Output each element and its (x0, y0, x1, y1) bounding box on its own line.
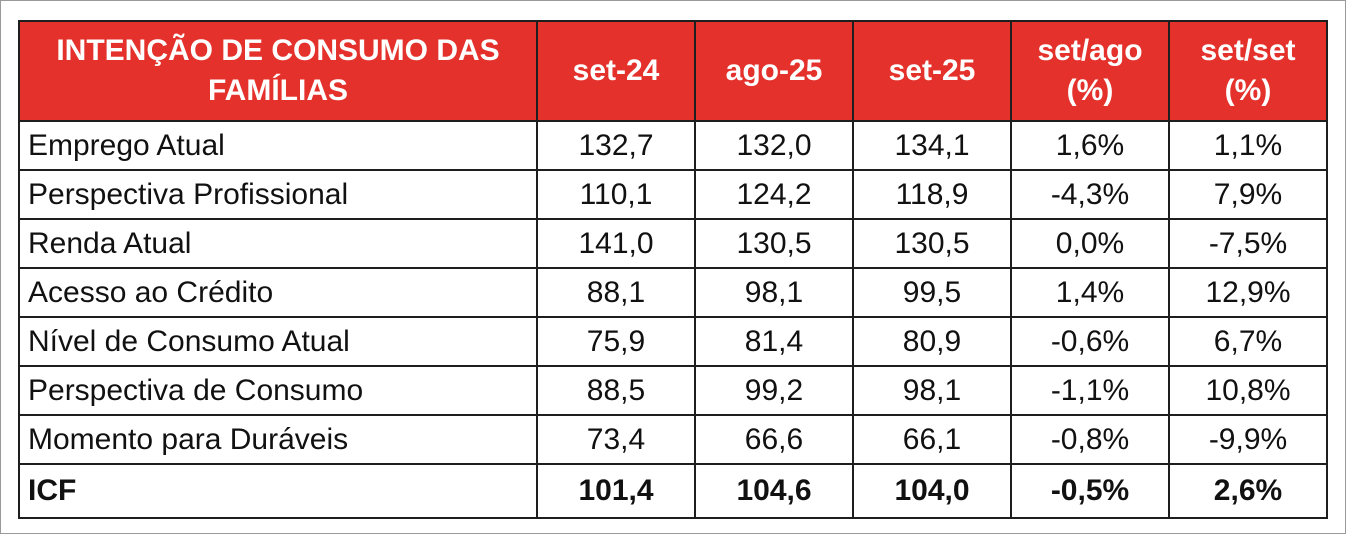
table-cell: 134,1 (852, 120, 1012, 171)
total-cell: 104,6 (694, 463, 854, 519)
col-header-set-25: set-25 (852, 20, 1012, 122)
table-cell: 110,1 (536, 169, 696, 220)
table-cell: 99,5 (852, 267, 1012, 318)
row-label: Momento para Duráveis (18, 414, 538, 465)
table-cell: 80,9 (852, 316, 1012, 367)
table-cell: 10,8% (1168, 365, 1328, 416)
table-cell: 6,7% (1168, 316, 1328, 367)
table-title: INTENÇÃO DE CONSUMO DAS FAMÍLIAS (18, 20, 538, 122)
table-cell: -0,8% (1010, 414, 1170, 465)
table-row: Momento para Duráveis 73,4 66,6 66,1 -0,8% -9… (18, 414, 1328, 465)
total-cell: 2,6% (1168, 463, 1328, 519)
table-cell: 75,9 (536, 316, 696, 367)
row-label: Perspectiva de Consumo (18, 365, 538, 416)
table-cell: 141,0 (536, 218, 696, 269)
col-header-set-set: set/set (%) (1168, 20, 1328, 122)
table-cell: 98,1 (852, 365, 1012, 416)
total-cell: 104,0 (852, 463, 1012, 519)
total-label: ICF (18, 463, 538, 519)
table-cell: 99,2 (694, 365, 854, 416)
table-cell: 12,9% (1168, 267, 1328, 318)
table-cell: 0,0% (1010, 218, 1170, 269)
table-cell: -4,3% (1010, 169, 1170, 220)
table-cell: 130,5 (694, 218, 854, 269)
table-cell: 1,1% (1168, 120, 1328, 171)
table-cell: 88,5 (536, 365, 696, 416)
row-label: Emprego Atual (18, 120, 538, 171)
total-cell: 101,4 (536, 463, 696, 519)
row-label: Nível de Consumo Atual (18, 316, 538, 367)
table-cell: 98,1 (694, 267, 854, 318)
col-header-set-ago: set/ago (%) (1010, 20, 1170, 122)
total-row: ICF 101,4 104,6 104,0 -0,5% 2,6% (18, 463, 1328, 519)
table-row: Renda Atual 141,0 130,5 130,5 0,0% -7,5% (18, 218, 1328, 269)
table-cell: -7,5% (1168, 218, 1328, 269)
table-cell: 130,5 (852, 218, 1012, 269)
table-row: Acesso ao Crédito 88,1 98,1 99,5 1,4% 12,9% (18, 267, 1328, 318)
table-cell: 7,9% (1168, 169, 1328, 220)
table-cell: -0,6% (1010, 316, 1170, 367)
col-header-ago-25: ago-25 (694, 20, 854, 122)
table-row: Perspectiva de Consumo 88,5 99,2 98,1 -1,1% 1… (18, 365, 1328, 416)
table-cell: 88,1 (536, 267, 696, 318)
icf-table: INTENÇÃO DE CONSUMO DAS FAMÍLIAS set-24 … (18, 20, 1328, 519)
table-cell: -1,1% (1010, 365, 1170, 416)
table-cell: 66,1 (852, 414, 1012, 465)
table-cell: 1,6% (1010, 120, 1170, 171)
table-cell: 132,0 (694, 120, 854, 171)
table-row: Emprego Atual 132,7 132,0 134,1 1,6% 1,1% (18, 120, 1328, 171)
table-cell: 118,9 (852, 169, 1012, 220)
table-cell: 73,4 (536, 414, 696, 465)
table-cell: -9,9% (1168, 414, 1328, 465)
total-cell: -0,5% (1010, 463, 1170, 519)
col-header-set-24: set-24 (536, 20, 696, 122)
table-cell: 124,2 (694, 169, 854, 220)
table-cell: 132,7 (536, 120, 696, 171)
table-cell: 81,4 (694, 316, 854, 367)
row-label: Renda Atual (18, 218, 538, 269)
table-row: Nível de Consumo Atual 75,9 81,4 80,9 -0,6% 6… (18, 316, 1328, 367)
header-row: INTENÇÃO DE CONSUMO DAS FAMÍLIAS set-24 … (18, 20, 1328, 122)
row-label: Acesso ao Crédito (18, 267, 538, 318)
table-cell: 66,6 (694, 414, 854, 465)
row-label: Perspectiva Profissional (18, 169, 538, 220)
table-cell: 1,4% (1010, 267, 1170, 318)
table-row: Perspectiva Profissional 110,1 124,2 118,9-… (18, 169, 1328, 220)
